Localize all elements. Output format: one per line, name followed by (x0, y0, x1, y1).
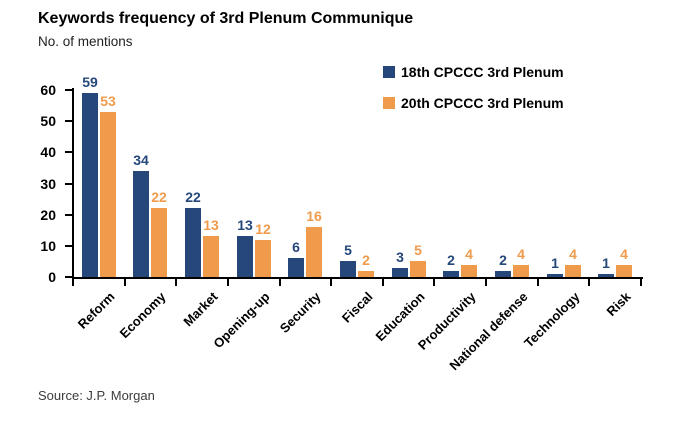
bar-value-label: 22 (151, 189, 167, 206)
x-axis-tick (381, 279, 384, 286)
bar-series2 (100, 111, 116, 277)
y-axis-tick-label: 50 (40, 113, 56, 130)
bar-series1 (598, 273, 614, 277)
bar-value-label: 34 (133, 152, 149, 169)
y-axis-tick-label: 0 (48, 269, 56, 285)
bar-series1 (443, 270, 459, 277)
bar-value-label: 3 (396, 248, 404, 265)
bar-value-label: 4 (569, 245, 577, 262)
x-axis-tick (485, 279, 488, 286)
bar-value-label: 2 (447, 251, 455, 268)
x-category-label: Fiscal (338, 289, 376, 326)
y-axis-line (72, 88, 74, 279)
bar-series2 (151, 208, 167, 277)
x-category-label: Education (372, 289, 428, 345)
bar-value-label: 59 (82, 74, 98, 91)
bar-series2 (306, 227, 322, 277)
bar-series2 (461, 264, 477, 277)
bar-series1 (82, 93, 98, 277)
x-category-label: Technology (520, 289, 583, 351)
x-category-label: Productivity (415, 289, 479, 353)
bar-series2 (203, 236, 219, 277)
x-axis-tick (588, 279, 591, 286)
y-axis-tick (65, 151, 72, 154)
x-axis-tick (433, 279, 436, 286)
legend: 18th CPCCC 3rd Plenum 20th CPCCC 3rd Ple… (383, 64, 564, 126)
y-axis-tick (65, 120, 72, 123)
y-axis-units: No. of mentions (38, 34, 133, 49)
bar-series1 (392, 267, 408, 277)
x-category-label: Reform (74, 289, 118, 332)
y-axis-tick-label: 60 (40, 82, 56, 98)
x-category-label: Opening-up (210, 289, 273, 352)
bar-value-label: 4 (465, 245, 473, 262)
y-axis-tick (65, 182, 72, 185)
source-note: Source: J.P. Morgan (38, 388, 155, 403)
bar-series2 (513, 264, 529, 277)
x-axis-tick (72, 279, 74, 286)
x-axis-line (72, 277, 643, 279)
bar-value-label: 5 (344, 242, 352, 259)
y-axis-tick-label: 40 (40, 144, 56, 161)
y-axis-tick (65, 89, 72, 91)
legend-swatch-series2 (383, 97, 395, 109)
bar-value-label: 16 (306, 208, 322, 225)
bar-series2 (616, 264, 632, 277)
x-category-label: Security (277, 289, 324, 336)
legend-item-series2: 20th CPCCC 3rd Plenum (383, 95, 564, 111)
chart-title: Keywords frequency of 3rd Plenum Communi… (38, 10, 414, 27)
bar-value-label: 2 (499, 251, 507, 268)
y-axis-tick (65, 213, 72, 216)
bar-value-label: 12 (255, 220, 271, 237)
bar-series1 (133, 171, 149, 277)
bar-value-label: 6 (292, 239, 300, 256)
bar-series2 (255, 239, 271, 277)
x-category-label: National defense (446, 289, 531, 374)
y-axis-tick (65, 244, 72, 247)
bar-value-label: 13 (203, 217, 219, 234)
legend-label-series2: 20th CPCCC 3rd Plenum (401, 95, 564, 111)
bar-series2 (358, 270, 374, 277)
bar-series1 (547, 273, 563, 277)
bar-value-label: 4 (517, 245, 525, 262)
x-category-label: Risk (603, 289, 634, 320)
legend-swatch-series1 (383, 66, 395, 78)
x-axis-tick (330, 279, 333, 286)
bar-series1 (340, 261, 356, 277)
x-category-label: Market (180, 289, 221, 330)
bar-value-label: 1 (602, 254, 610, 271)
x-axis-tick (278, 279, 281, 286)
bar-series2 (565, 264, 581, 277)
x-category-label: Economy (117, 289, 170, 341)
x-axis-tick (640, 279, 642, 286)
bar-value-label: 13 (237, 217, 253, 234)
bar-series1 (185, 208, 201, 277)
y-axis-tick-label: 30 (40, 175, 56, 192)
y-axis-tick (65, 276, 72, 278)
legend-item-series1: 18th CPCCC 3rd Plenum (383, 64, 564, 80)
x-axis-tick (123, 279, 126, 286)
x-axis-tick (175, 279, 178, 286)
bar-value-label: 1 (551, 254, 559, 271)
bar-value-label: 53 (100, 92, 116, 109)
bar-series2 (410, 261, 426, 277)
y-axis-tick-label: 10 (40, 237, 56, 254)
x-axis-tick (536, 279, 539, 286)
y-axis-tick-label: 20 (40, 206, 56, 223)
legend-label-series1: 18th CPCCC 3rd Plenum (401, 64, 564, 80)
bar-series1 (495, 270, 511, 277)
bar-value-label: 2 (362, 251, 370, 268)
bar-value-label: 4 (620, 245, 628, 262)
bar-value-label: 5 (414, 242, 422, 259)
bar-value-label: 22 (185, 189, 201, 206)
bar-series1 (237, 236, 253, 277)
bar-series1 (288, 258, 304, 277)
x-axis-tick (226, 279, 229, 286)
